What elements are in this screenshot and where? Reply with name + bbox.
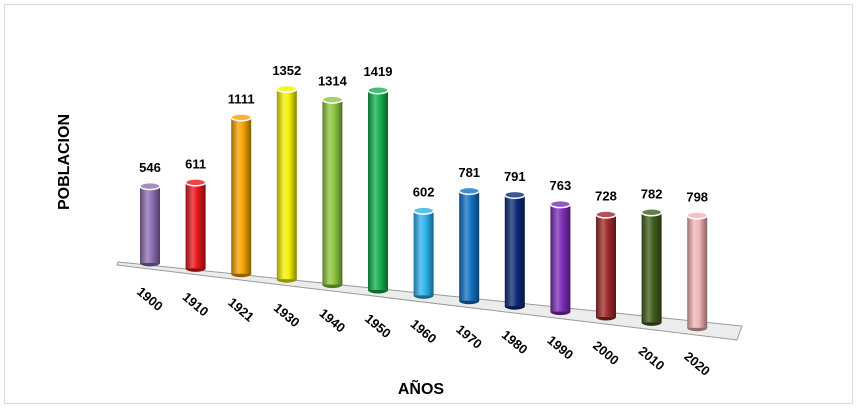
bar-top-2000 bbox=[595, 210, 617, 219]
x-tick-label-2020: 2020 bbox=[681, 349, 713, 379]
x-tick-label-2010: 2010 bbox=[636, 343, 668, 373]
value-label-1980: 791 bbox=[504, 169, 526, 184]
x-tick-label-1970: 1970 bbox=[453, 322, 485, 352]
bar-top-1980 bbox=[504, 190, 526, 200]
bar-1950 bbox=[367, 85, 389, 294]
bar-top-1960 bbox=[412, 206, 435, 215]
value-label-2000: 728 bbox=[595, 188, 617, 203]
y-axis-title: POBLACION bbox=[56, 114, 73, 210]
bar-1960 bbox=[412, 206, 435, 299]
x-tick-label-1930: 1930 bbox=[271, 300, 303, 330]
value-label-1930: 1352 bbox=[272, 63, 301, 78]
x-tick-label-2000: 2000 bbox=[590, 338, 622, 368]
bar-top-1900 bbox=[139, 181, 161, 191]
bar-top-1921 bbox=[230, 113, 252, 122]
x-tick-label-1950: 1950 bbox=[362, 311, 394, 341]
bar-top-1970 bbox=[458, 186, 480, 196]
bar-body-2000 bbox=[596, 214, 616, 317]
bar-body-1910 bbox=[185, 182, 206, 269]
bar-1910 bbox=[184, 178, 207, 272]
bar-body-2010 bbox=[641, 212, 662, 323]
value-label-2020: 798 bbox=[686, 189, 708, 204]
x-tick-label-1921: 1921 bbox=[225, 295, 257, 325]
bar-top-2020 bbox=[686, 211, 708, 220]
bar-body-1980 bbox=[504, 194, 525, 307]
bar-body-1921 bbox=[231, 117, 252, 274]
bar-top-1930 bbox=[276, 84, 298, 94]
value-label-1960: 602 bbox=[413, 185, 435, 200]
x-tick-label-1940: 1940 bbox=[316, 305, 348, 335]
value-label-1910: 611 bbox=[185, 156, 206, 171]
value-label-1950: 1419 bbox=[364, 64, 393, 79]
bar-body-1950 bbox=[368, 90, 388, 290]
x-tick-label-1910: 1910 bbox=[180, 289, 212, 319]
x-tick-label-1900: 1900 bbox=[134, 284, 166, 314]
bar-1900 bbox=[139, 181, 161, 267]
x-tick-label-1990: 1990 bbox=[544, 332, 576, 362]
bars-layer bbox=[139, 84, 708, 332]
value-labels-layer: 546 611 1111 1352 1314 1419 602 781 791 763 728 782… bbox=[139, 63, 708, 205]
value-label-2010: 782 bbox=[641, 186, 663, 201]
bar-2000 bbox=[595, 210, 617, 321]
bar-1921 bbox=[230, 113, 252, 278]
x-tick-label-1960: 1960 bbox=[408, 316, 440, 346]
bar-2010 bbox=[640, 208, 663, 326]
value-label-1970: 781 bbox=[458, 165, 480, 180]
bar-chart: 546 611 1111 1352 1314 1419 602 781 791 763 728 782… bbox=[56, 63, 743, 398]
bar-1990 bbox=[549, 199, 572, 316]
value-label-1921: 1111 bbox=[228, 91, 255, 106]
bar-2020 bbox=[686, 211, 708, 332]
value-label-1990: 763 bbox=[550, 178, 572, 193]
chart-frame: 546 611 1111 1352 1314 1419 602 781 791 763 728 782… bbox=[4, 4, 853, 404]
bar-top-1950 bbox=[367, 85, 389, 95]
bar-1980 bbox=[504, 190, 526, 310]
bar-1940 bbox=[321, 95, 344, 289]
bar-top-1940 bbox=[321, 95, 344, 104]
bar-body-1900 bbox=[140, 186, 160, 263]
bar-body-2020 bbox=[687, 215, 708, 328]
bar-body-1990 bbox=[550, 204, 571, 312]
bar-top-1910 bbox=[184, 178, 207, 187]
chart-floor bbox=[116, 261, 743, 341]
bar-body-1960 bbox=[413, 210, 434, 296]
x-axis-title: AÑOS bbox=[398, 378, 445, 398]
value-label-1940: 1314 bbox=[318, 74, 348, 89]
bar-body-1930 bbox=[276, 88, 297, 280]
bar-1970 bbox=[458, 186, 480, 305]
bar-body-1940 bbox=[322, 99, 343, 285]
bar-top-1990 bbox=[549, 199, 572, 209]
value-label-1900: 546 bbox=[139, 160, 161, 175]
bar-body-1970 bbox=[459, 190, 480, 301]
bar-1930 bbox=[276, 84, 298, 283]
x-tick-label-1980: 1980 bbox=[499, 327, 531, 357]
bar-top-2010 bbox=[640, 208, 663, 217]
